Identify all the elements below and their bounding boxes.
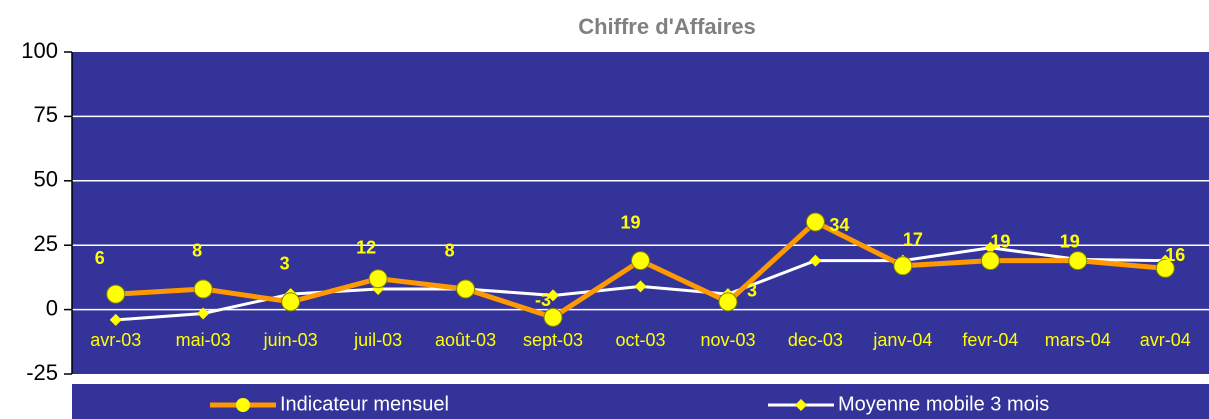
x-tick-label: août-03 xyxy=(435,330,496,350)
marker xyxy=(805,212,825,232)
x-tick-label: avr-04 xyxy=(1140,330,1191,350)
marker xyxy=(547,289,560,302)
x-tick-label: nov-03 xyxy=(700,330,755,350)
marker xyxy=(809,254,822,267)
legend xyxy=(72,384,1209,419)
x-tick-label: dec-03 xyxy=(788,330,843,350)
marker xyxy=(893,256,913,276)
marker xyxy=(984,241,997,254)
marker xyxy=(1155,258,1175,278)
legend-marker xyxy=(236,398,250,412)
data-label: 16 xyxy=(1165,245,1185,265)
plot-area xyxy=(72,52,1209,374)
marker xyxy=(631,251,650,271)
data-label: 34 xyxy=(829,215,849,235)
x-tick-label: sept-03 xyxy=(523,330,583,350)
x-tick-label: mai-03 xyxy=(176,330,231,350)
y-tick-label: 0 xyxy=(46,295,58,320)
marker xyxy=(281,292,301,312)
x-tick-label: avr-03 xyxy=(90,330,141,350)
marker xyxy=(109,313,122,326)
x-tick-label: janv-04 xyxy=(872,330,932,350)
marker xyxy=(634,280,647,293)
data-label: 12 xyxy=(356,237,376,257)
x-tick-label: juin-03 xyxy=(263,330,318,350)
y-tick-label: 75 xyxy=(34,102,58,127)
x-tick-label: fevr-04 xyxy=(962,330,1018,350)
legend-label: Indicateur mensuel xyxy=(280,393,449,415)
chart-title: Chiffre d'Affaires xyxy=(578,14,756,39)
data-label: -3 xyxy=(535,290,551,310)
y-tick-label: -25 xyxy=(26,360,58,385)
x-tick-label: oct-03 xyxy=(615,330,665,350)
data-label: 3 xyxy=(280,254,290,274)
legend-marker xyxy=(795,399,807,411)
data-label: 19 xyxy=(990,231,1010,251)
y-tick-label: 50 xyxy=(34,167,58,192)
marker xyxy=(106,284,126,304)
marker xyxy=(1068,251,1088,271)
marker xyxy=(543,307,563,327)
data-label: 8 xyxy=(445,241,455,261)
marker xyxy=(980,251,1000,271)
legend-label: Moyenne mobile 3 mois xyxy=(838,393,1049,415)
marker xyxy=(718,292,738,312)
data-label: 6 xyxy=(95,248,105,268)
marker xyxy=(368,269,388,289)
x-tick-label: juil-03 xyxy=(353,330,402,350)
data-label: 17 xyxy=(903,230,923,250)
y-tick-label: 100 xyxy=(21,38,58,63)
marker xyxy=(456,279,476,299)
data-label: 8 xyxy=(192,241,202,261)
data-label: 3 xyxy=(747,281,757,301)
marker xyxy=(193,279,213,299)
y-tick-label: 25 xyxy=(34,231,58,256)
x-tick-label: mars-04 xyxy=(1045,330,1111,350)
data-label: 19 xyxy=(620,212,640,232)
data-label: 19 xyxy=(1060,231,1080,251)
marker xyxy=(197,307,210,320)
